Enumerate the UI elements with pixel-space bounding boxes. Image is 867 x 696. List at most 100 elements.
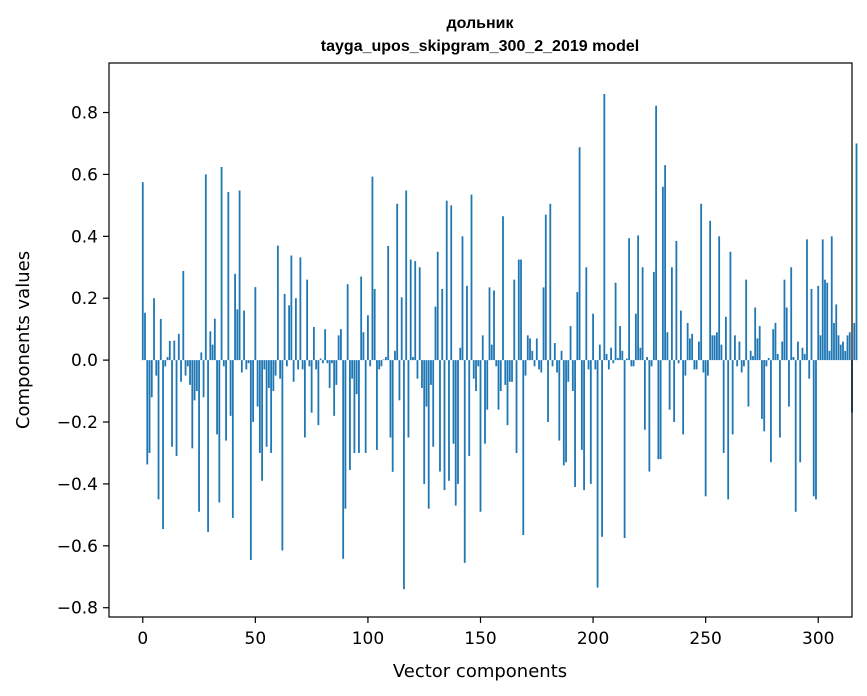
y-tick-label: −0.8 (57, 599, 98, 619)
bar (470, 194, 473, 361)
bar (684, 360, 687, 376)
bar (529, 338, 531, 361)
bar (765, 360, 768, 367)
bar (387, 245, 390, 361)
bar (155, 360, 158, 376)
bar (535, 338, 538, 361)
bar (222, 360, 225, 367)
bar (673, 360, 676, 423)
bar (806, 239, 808, 361)
y-tick-label: 0.8 (71, 104, 98, 124)
bar (567, 360, 570, 382)
bar (312, 327, 315, 361)
bar (211, 344, 214, 361)
bar (752, 356, 754, 361)
bar (677, 360, 680, 364)
bar (254, 287, 257, 361)
bar (824, 279, 826, 361)
bar (369, 360, 372, 367)
bar (639, 347, 642, 361)
bar (830, 236, 833, 361)
bar (144, 312, 146, 361)
bar (182, 270, 185, 361)
bar (562, 360, 565, 466)
bar (585, 267, 588, 361)
bar (770, 360, 772, 463)
y-tick-label: 0.6 (71, 165, 98, 185)
bar (448, 360, 450, 481)
bar (281, 360, 284, 551)
bar (331, 360, 333, 364)
bar (808, 360, 811, 379)
bar (598, 344, 601, 361)
bar (749, 350, 752, 361)
bar (461, 236, 464, 361)
bar (396, 203, 399, 361)
x-tick-label: 0 (137, 629, 148, 649)
bar (452, 360, 455, 444)
bar (288, 305, 291, 361)
bar (691, 333, 694, 361)
bar (725, 316, 727, 361)
bar (364, 360, 367, 453)
bar (333, 360, 336, 416)
bar (403, 360, 405, 590)
bar (727, 360, 730, 500)
bar (589, 360, 592, 484)
bar (400, 297, 403, 361)
bar (216, 360, 218, 435)
bar (761, 360, 763, 419)
bar (718, 236, 721, 361)
bar (734, 335, 736, 361)
bar (549, 203, 552, 361)
bar (218, 360, 221, 503)
bar (607, 360, 610, 370)
bar (184, 360, 187, 376)
bar (686, 322, 689, 361)
bar (731, 360, 734, 435)
bar (774, 322, 777, 361)
bar (506, 360, 509, 426)
bar (524, 360, 527, 376)
bar (418, 267, 421, 361)
bar (382, 359, 385, 361)
bar (389, 360, 392, 438)
bar (711, 335, 714, 361)
bar (439, 360, 441, 472)
bar (263, 360, 266, 370)
bar (299, 257, 302, 361)
bar (526, 335, 529, 361)
bar (337, 335, 340, 361)
bar (776, 353, 779, 361)
bar (180, 360, 182, 382)
bar (560, 350, 563, 361)
bar (297, 360, 300, 370)
bar (513, 279, 516, 361)
bar (828, 350, 831, 361)
bar (436, 251, 439, 361)
bar (815, 360, 817, 500)
bar (234, 273, 236, 361)
bar (603, 93, 606, 361)
bar (303, 360, 306, 438)
bar (666, 332, 669, 361)
bar (637, 235, 640, 361)
bar (788, 360, 790, 407)
x-tick-label: 300 (802, 629, 834, 649)
bar (162, 360, 164, 530)
y-tick-label: 0.0 (71, 351, 98, 371)
bar (574, 360, 576, 488)
bar (655, 105, 658, 361)
bar (821, 239, 824, 361)
bar (394, 350, 396, 361)
bar (186, 360, 189, 367)
bar (367, 315, 369, 361)
bar (249, 360, 252, 561)
bar (405, 190, 408, 361)
bar (270, 360, 273, 453)
bar (785, 307, 788, 361)
bar (173, 340, 176, 361)
bar (580, 360, 583, 450)
bar (707, 360, 709, 376)
